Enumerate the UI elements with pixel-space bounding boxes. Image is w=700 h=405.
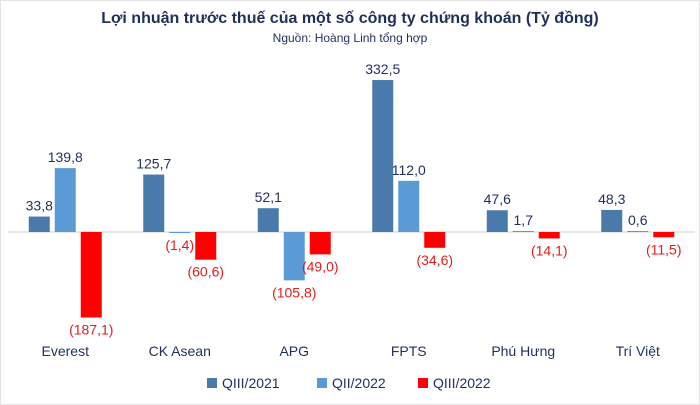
bar-phú-hưng-qii-2022 [512,231,534,232]
category-label: Everest [42,343,90,359]
data-label: (60,6) [187,264,224,280]
bar-trí-việt-qiii-2022 [653,232,675,238]
bar-ck-asean-qiii-2021 [143,174,165,232]
legend-label: QII/2022 [332,375,386,391]
bar-everest-qiii-2021 [28,216,50,232]
legend-swatch [418,378,428,388]
data-label: (49,0) [302,258,339,274]
data-label: 47,6 [484,191,511,207]
legend-swatch [207,378,217,388]
bar-apg-qii-2022 [283,232,305,281]
data-label: (187,1) [69,322,113,338]
data-label: (34,6) [416,252,453,268]
data-label: (105,8) [272,284,316,300]
bar-phú-hưng-qiii-2021 [486,210,508,232]
bar-trí-việt-qiii-2021 [601,209,623,232]
bar-ck-asean-qiii-2022 [195,232,217,260]
legend-label: QIII/2021 [222,375,280,391]
chart-title: Lợi nhuận trước thuế của một số công ty … [101,10,598,27]
category-label: Trí Việt [616,343,660,359]
data-label: 139,8 [48,149,83,165]
bar-apg-qiii-2022 [309,232,331,255]
data-label: 52,1 [255,189,282,205]
bar-trí-việt-qii-2022 [627,231,649,232]
bar-fpts-qiii-2022 [424,232,446,248]
data-label: 48,3 [598,191,625,207]
data-label: (14,1) [531,242,568,258]
legend-swatch [317,378,327,388]
data-label: 33,8 [26,198,53,214]
legend-label: QIII/2022 [433,375,491,391]
chart-subtitle: Nguồn: Hoàng Linh tổng hợp [273,31,428,45]
data-label: 0,6 [628,212,648,228]
data-label: 125,7 [136,156,171,172]
category-label: Phú Hưng [491,343,555,359]
data-label: 112,0 [392,162,426,178]
data-label: 1,7 [514,212,534,228]
category-label: FPTS [391,343,427,359]
data-label: 332,5 [365,61,400,77]
data-label: (11,5) [646,241,682,257]
bar-fpts-qiii-2021 [372,80,394,232]
bar-everest-qii-2022 [54,168,76,232]
bar-phú-hưng-qiii-2022 [538,232,560,239]
bar-ck-asean-qii-2022 [169,232,191,233]
data-label: (1,4) [165,237,194,253]
category-label: APG [279,343,309,359]
bar-apg-qiii-2021 [257,208,279,232]
bar-everest-qiii-2022 [80,232,102,318]
category-label: CK Asean [149,343,211,359]
bar-fpts-qii-2022 [398,180,420,232]
